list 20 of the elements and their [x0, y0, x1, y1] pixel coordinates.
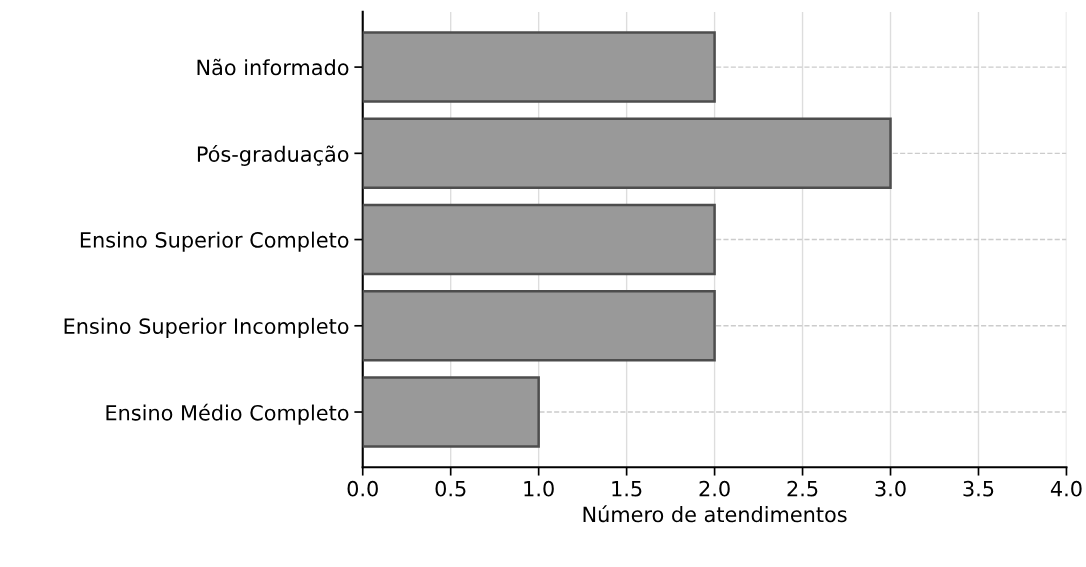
- bar: [362, 203, 716, 276]
- bar: [362, 31, 716, 103]
- y-tick-label: Ensino Superior Completo: [80, 231, 349, 252]
- x-tick-label: 1.5: [612, 481, 642, 497]
- x-tick-label: 2.0: [699, 480, 730, 497]
- bar: [362, 376, 540, 448]
- bar: [362, 290, 716, 362]
- bar: [362, 117, 892, 190]
- y-tick-label: Pós-graduação: [197, 144, 349, 166]
- x-tick-label: 3.5: [963, 480, 994, 497]
- x-tick-label: 4.0: [1050, 480, 1082, 497]
- x-tick-label: 0.5: [435, 480, 466, 497]
- y-tick-label: Não informado: [197, 58, 349, 76]
- x-tick-label: 1.0: [524, 480, 554, 497]
- x-axis-title: Número de atendimentos: [583, 505, 847, 523]
- y-tick-label: Ensino Médio Completo: [106, 403, 349, 425]
- y-tick-label: Ensino Superior Incompleto: [64, 317, 349, 339]
- x-tick-label: 0.0: [347, 480, 378, 497]
- x-tick-label: 2.5: [787, 480, 818, 497]
- x-tick-label: 3.0: [875, 480, 906, 497]
